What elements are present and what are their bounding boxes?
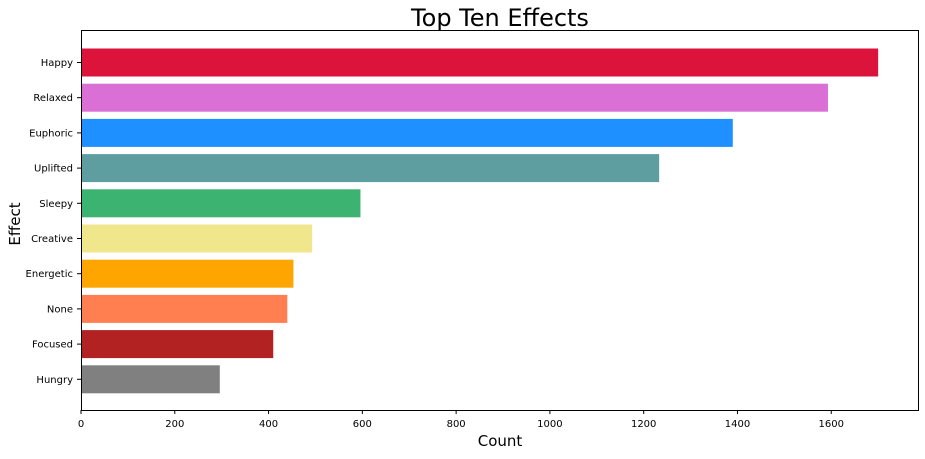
bar-hungry <box>81 365 220 394</box>
x-tick-label: 1400 <box>725 419 750 430</box>
y-tick-label-euphoric: Euphoric <box>29 128 73 139</box>
y-axis-label: Effect <box>6 202 24 245</box>
x-tick-label: 200 <box>165 419 184 430</box>
x-tick-label: 1600 <box>819 419 844 430</box>
x-tick-label: 800 <box>447 419 466 430</box>
y-tick-label-creative: Creative <box>31 234 73 245</box>
bar-sleepy <box>81 189 361 218</box>
x-tick-label: 1200 <box>631 419 656 430</box>
chart-title: Top Ten Effects <box>410 4 589 32</box>
x-tick-label: 1000 <box>537 419 562 430</box>
x-axis-label: Count <box>478 432 523 450</box>
bar-relaxed <box>81 83 828 112</box>
bar-euphoric <box>81 118 733 147</box>
y-tick-label-happy: Happy <box>41 58 73 69</box>
bars-layer <box>81 48 879 394</box>
bar-none <box>81 294 288 323</box>
plot-frame <box>81 30 919 411</box>
y-axis-ticks: Happy Relaxed Euphoric Uplifted Sleepy Creati… <box>26 58 81 386</box>
x-tick-label: 400 <box>259 419 278 430</box>
y-tick-label-energetic: Energetic <box>26 269 73 280</box>
y-tick-label-sleepy: Sleepy <box>39 199 73 210</box>
bar-energetic <box>81 259 294 288</box>
bar-focused <box>81 330 274 359</box>
y-tick-label-uplifted: Uplifted <box>34 164 73 175</box>
y-tick-label-focused: Focused <box>32 340 73 351</box>
y-tick-label-hungry: Hungry <box>36 375 73 386</box>
y-tick-label-relaxed: Relaxed <box>33 93 73 104</box>
x-tick-label: 0 <box>78 419 84 430</box>
bar-creative <box>81 224 313 253</box>
bar-happy <box>81 48 879 77</box>
x-axis-ticks: 0 200 400 600 800 1000 1200 1400 1600 <box>78 410 844 430</box>
y-tick-label-none: None <box>47 304 73 315</box>
bar-uplifted <box>81 154 660 183</box>
x-tick-label: 600 <box>353 419 372 430</box>
